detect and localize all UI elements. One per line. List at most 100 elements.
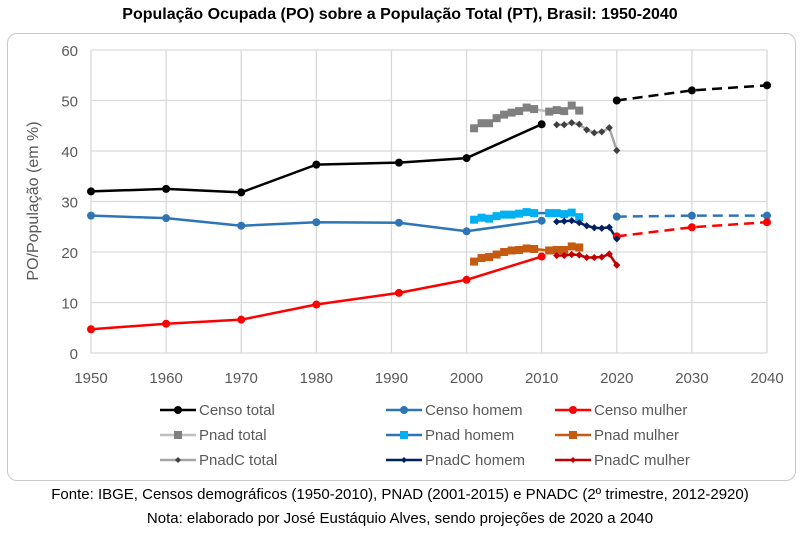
pnad-total-point bbox=[470, 124, 479, 133]
pnad-homem-point bbox=[545, 209, 554, 218]
pnad-mulher-point bbox=[492, 250, 501, 259]
pnad-homem-point bbox=[530, 209, 539, 218]
legend-label-censo-total: Censo total bbox=[199, 402, 275, 419]
pnadc-homem-point bbox=[568, 217, 576, 225]
pnad-mulher-point bbox=[567, 242, 576, 251]
censo-homem-point bbox=[237, 221, 246, 230]
censo-total-point bbox=[537, 120, 546, 129]
pnad-total-point bbox=[507, 108, 516, 117]
pnad-homem-point bbox=[470, 215, 479, 224]
x-tick-label: 1950 bbox=[74, 370, 107, 387]
censo-total-point bbox=[237, 188, 246, 197]
pnadc-mulher-point bbox=[560, 251, 568, 260]
x-tick-label: 1990 bbox=[375, 370, 408, 387]
x-tick-label: 2030 bbox=[675, 370, 708, 387]
pnad-homem-point bbox=[567, 208, 576, 217]
pnad-mulher-point bbox=[560, 245, 569, 254]
legend-label-censo-homem: Censo homem bbox=[425, 402, 523, 419]
pnadc-total-point bbox=[583, 126, 591, 134]
pnadc-homem-point bbox=[583, 222, 591, 230]
censo-total-point bbox=[162, 184, 171, 193]
pnad-total-point bbox=[545, 107, 554, 116]
censo-mulher-point bbox=[87, 325, 95, 334]
pnad-homem-point bbox=[515, 209, 524, 218]
x-tick-label: 2020 bbox=[600, 370, 633, 387]
pnad-total-point bbox=[575, 106, 584, 115]
y-tick-label: 20 bbox=[61, 245, 78, 262]
legend-marker-pnadc-homem bbox=[401, 457, 407, 463]
pnad-mulher-point bbox=[530, 244, 539, 253]
censo-mulher-point bbox=[237, 315, 246, 324]
censo-total-projection-point bbox=[687, 86, 696, 95]
pnad-homem-point bbox=[522, 208, 531, 217]
censo-mulher-point bbox=[312, 300, 321, 309]
pnad-mulher-point bbox=[575, 243, 584, 252]
censo-homem-projection-point bbox=[687, 211, 696, 220]
censo-mulher-projection-line bbox=[616, 220, 768, 238]
chart-frame bbox=[7, 33, 796, 481]
legend-label-pnadc-mulher: PnadC mulher bbox=[594, 452, 690, 469]
legend-marker-pnad-total bbox=[174, 431, 182, 439]
pnadc-homem-point bbox=[553, 218, 561, 226]
censo-homem-projection-point bbox=[612, 212, 621, 221]
pnad-total-point bbox=[492, 114, 501, 123]
pnadc-total-point bbox=[605, 124, 613, 132]
pnadc-total-point bbox=[590, 129, 598, 137]
pnadc-total-point bbox=[560, 121, 568, 129]
censo-homem-point bbox=[312, 218, 321, 227]
pnad-mulher-point bbox=[552, 245, 561, 254]
author-note: Nota: elaborado por José Eustáquio Alves… bbox=[146, 510, 654, 527]
pnadc-homem-point bbox=[590, 224, 598, 232]
pnad-mulher-point bbox=[500, 248, 509, 256]
pnad-total-point bbox=[530, 105, 539, 114]
legend-label-pnad-total: Pnad total bbox=[199, 427, 267, 444]
censo-total-point bbox=[394, 158, 403, 167]
pnad-mulher-point bbox=[507, 246, 516, 255]
legend-marker-censo-mulher bbox=[569, 406, 577, 414]
pnadc-mulher-point bbox=[613, 261, 621, 269]
pnad-homem-point bbox=[575, 213, 584, 222]
pnad-homem-point bbox=[485, 214, 494, 223]
pnadc-homem-point bbox=[605, 223, 613, 231]
pnad-mulher-point bbox=[485, 253, 494, 262]
censo-total-projection-point bbox=[763, 81, 771, 90]
pnadc-homem-point bbox=[613, 235, 621, 243]
legend-marker-censo-total bbox=[174, 406, 182, 414]
censo-mulher-point bbox=[162, 319, 171, 328]
y-tick-label: 30 bbox=[61, 195, 78, 212]
source-note: Fonte: IBGE, Censos demográficos (1950-2… bbox=[51, 486, 749, 503]
censo-total-projection-point bbox=[612, 96, 621, 105]
pnadc-mulher-point bbox=[605, 250, 613, 258]
y-tick-label: 60 bbox=[61, 43, 78, 60]
censo-homem-point bbox=[87, 211, 95, 220]
y-tick-label: 0 bbox=[70, 346, 78, 363]
legend-label-pnadc-total: PnadC total bbox=[199, 452, 277, 469]
pnad-total-point bbox=[477, 119, 486, 128]
pnadc-homem-point bbox=[575, 219, 583, 227]
y-tick-label: 40 bbox=[61, 144, 78, 161]
x-tick-label: 1960 bbox=[149, 370, 182, 387]
censo-mulher-projection-point bbox=[687, 223, 696, 232]
legend-label-pnad-mulher: Pnad mulher bbox=[594, 427, 679, 444]
pnad-homem-point bbox=[500, 210, 509, 219]
censo-homem-point bbox=[462, 227, 471, 236]
censo-homem-point bbox=[162, 214, 171, 223]
censo-homem-projection-line bbox=[616, 214, 767, 218]
pnadc-total-point bbox=[613, 146, 621, 155]
pnadc-mulher-point bbox=[590, 253, 598, 262]
censo-homem-point bbox=[537, 216, 546, 225]
pnad-homem-point bbox=[507, 210, 516, 219]
pnadc-mulher-point bbox=[568, 250, 576, 259]
x-tick-label: 2000 bbox=[450, 370, 483, 387]
legend-label-pnad-homem: Pnad homem bbox=[425, 427, 514, 444]
pnad-mulher-point bbox=[522, 244, 531, 253]
pnad-total-point bbox=[552, 106, 561, 115]
x-tick-label: 1970 bbox=[225, 370, 258, 387]
censo-total-projection-line bbox=[616, 84, 768, 102]
pnad-homem-point bbox=[492, 212, 501, 221]
pnad-total-point bbox=[567, 101, 576, 110]
pnad-mulher-point bbox=[545, 246, 554, 255]
pnadc-mulher-point bbox=[553, 251, 561, 260]
y-tick-label: 10 bbox=[61, 296, 78, 313]
